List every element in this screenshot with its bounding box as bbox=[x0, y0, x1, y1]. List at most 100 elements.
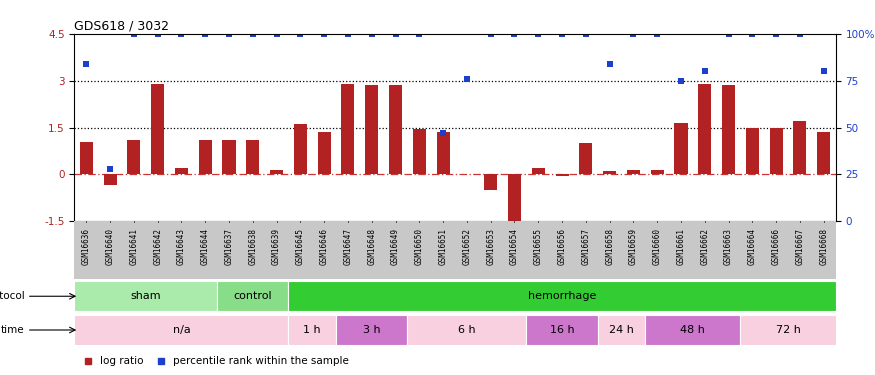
Text: 48 h: 48 h bbox=[681, 325, 705, 335]
Bar bbox=[722, 86, 735, 174]
Bar bbox=[318, 132, 331, 174]
Point bbox=[674, 78, 688, 84]
Text: GSM16667: GSM16667 bbox=[795, 228, 804, 265]
Bar bbox=[103, 174, 116, 185]
Point bbox=[270, 31, 284, 37]
Text: GSM16661: GSM16661 bbox=[676, 228, 685, 265]
Bar bbox=[74, 281, 217, 311]
Bar bbox=[598, 315, 646, 345]
Bar bbox=[770, 128, 783, 174]
Bar bbox=[746, 128, 759, 174]
Bar bbox=[532, 168, 545, 174]
Bar bbox=[151, 84, 164, 174]
Text: GSM16659: GSM16659 bbox=[629, 228, 638, 265]
Text: GSM16642: GSM16642 bbox=[153, 228, 162, 265]
Point bbox=[816, 68, 830, 74]
Text: GSM16651: GSM16651 bbox=[438, 228, 448, 265]
Bar bbox=[74, 315, 289, 345]
Text: GSM16664: GSM16664 bbox=[748, 228, 757, 265]
Text: n/a: n/a bbox=[172, 325, 190, 335]
Point bbox=[174, 31, 188, 37]
Bar bbox=[341, 84, 354, 174]
Bar bbox=[675, 123, 688, 174]
Point bbox=[388, 31, 402, 37]
Text: 16 h: 16 h bbox=[550, 325, 574, 335]
Text: GSM16641: GSM16641 bbox=[130, 228, 138, 265]
Text: GSM16648: GSM16648 bbox=[368, 228, 376, 265]
Bar bbox=[740, 315, 836, 345]
Bar bbox=[794, 121, 807, 174]
Text: GSM16663: GSM16663 bbox=[724, 228, 733, 265]
Bar bbox=[389, 86, 402, 174]
Bar bbox=[80, 142, 93, 174]
Text: GSM16643: GSM16643 bbox=[177, 228, 185, 265]
Legend: log ratio, percentile rank within the sample: log ratio, percentile rank within the sa… bbox=[80, 352, 354, 370]
Point bbox=[793, 31, 807, 37]
Text: GSM16652: GSM16652 bbox=[462, 228, 472, 265]
Text: GSM16638: GSM16638 bbox=[248, 228, 257, 265]
Text: 1 h: 1 h bbox=[304, 325, 321, 335]
Bar bbox=[651, 170, 664, 174]
Bar bbox=[507, 174, 521, 226]
Text: GSM16668: GSM16668 bbox=[819, 228, 829, 265]
Text: GSM16656: GSM16656 bbox=[557, 228, 566, 265]
Bar bbox=[698, 84, 711, 174]
Bar bbox=[484, 174, 497, 190]
Bar bbox=[336, 315, 408, 345]
Point bbox=[531, 31, 545, 37]
Text: GSM16654: GSM16654 bbox=[510, 228, 519, 265]
Bar bbox=[556, 174, 569, 176]
Point bbox=[722, 31, 736, 37]
Point bbox=[80, 61, 94, 67]
Bar bbox=[127, 140, 140, 174]
Text: GSM16637: GSM16637 bbox=[225, 228, 234, 265]
Text: control: control bbox=[234, 291, 272, 301]
Point bbox=[460, 76, 474, 82]
Text: GSM16655: GSM16655 bbox=[534, 228, 542, 265]
Point bbox=[293, 31, 307, 37]
Bar bbox=[408, 315, 527, 345]
Point bbox=[199, 31, 213, 37]
Text: GSM16650: GSM16650 bbox=[415, 228, 424, 265]
Bar bbox=[294, 124, 307, 174]
Bar bbox=[626, 170, 640, 174]
Text: GSM16660: GSM16660 bbox=[653, 228, 662, 265]
Point bbox=[484, 31, 498, 37]
Point bbox=[317, 31, 331, 37]
Text: GSM16657: GSM16657 bbox=[581, 228, 591, 265]
Text: GSM16646: GSM16646 bbox=[319, 228, 329, 265]
Text: GSM16653: GSM16653 bbox=[487, 228, 495, 265]
Bar bbox=[437, 132, 450, 174]
Point bbox=[412, 31, 426, 37]
Point bbox=[746, 31, 760, 37]
Bar bbox=[289, 315, 336, 345]
Text: 72 h: 72 h bbox=[775, 325, 801, 335]
Bar bbox=[175, 168, 188, 174]
Bar bbox=[579, 143, 592, 174]
Text: GSM16662: GSM16662 bbox=[700, 228, 710, 265]
Bar bbox=[199, 140, 212, 174]
Text: protocol: protocol bbox=[0, 291, 24, 301]
Text: 3 h: 3 h bbox=[363, 325, 381, 335]
Bar bbox=[246, 140, 259, 174]
Point bbox=[365, 31, 379, 37]
Point bbox=[341, 31, 355, 37]
Point bbox=[150, 31, 164, 37]
Bar bbox=[222, 140, 235, 174]
Bar bbox=[603, 171, 616, 174]
Text: hemorrhage: hemorrhage bbox=[528, 291, 596, 301]
Bar bbox=[527, 315, 598, 345]
Point bbox=[436, 130, 450, 136]
Bar bbox=[413, 129, 426, 174]
Bar bbox=[646, 315, 740, 345]
Text: GSM16639: GSM16639 bbox=[272, 228, 281, 265]
Point bbox=[507, 31, 522, 37]
Point bbox=[603, 61, 617, 67]
Bar bbox=[365, 86, 378, 174]
Text: GSM16649: GSM16649 bbox=[391, 228, 400, 265]
Point bbox=[127, 31, 141, 37]
Text: GSM16645: GSM16645 bbox=[296, 228, 304, 265]
Point bbox=[650, 31, 664, 37]
Text: GSM16647: GSM16647 bbox=[344, 228, 353, 265]
Bar bbox=[270, 170, 284, 174]
